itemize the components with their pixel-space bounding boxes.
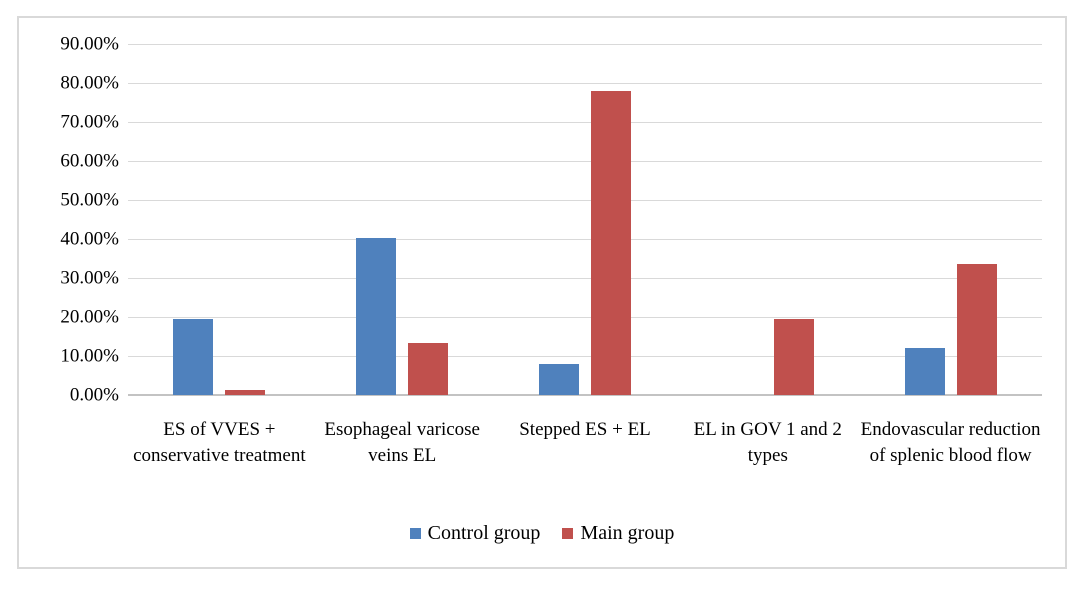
gridline (128, 44, 1042, 45)
chart-legend: Control group Main group (19, 523, 1065, 543)
x-axis-line (128, 394, 1042, 396)
legend-swatch-icon (409, 527, 421, 539)
legend-swatch-icon (562, 527, 574, 539)
gridline (128, 161, 1042, 162)
y-tick-label: 10.00% (60, 345, 119, 367)
gridline (128, 317, 1042, 318)
x-category-label: EL in GOV 1 and 2 types (693, 419, 842, 466)
bar-control-group-endovascular-reduction-of-splenic-blood-flow (904, 348, 945, 395)
y-tick-label: 70.00% (60, 111, 119, 133)
x-category-label: Stepped ES + EL (519, 419, 651, 440)
x-category-label: ES of VVES + conservative treatment (133, 419, 306, 466)
y-tick-label: 90.00% (60, 33, 119, 55)
chart-figure: 0.00% 10.00% 20.00% 30.00% 40.00% 50.00% 60.00… (17, 16, 1067, 569)
gridline (128, 239, 1042, 240)
bar-main-group-esophageal-varicose-veins-el (408, 342, 449, 395)
y-tick-label: 40.00% (60, 228, 119, 250)
gridline (128, 356, 1042, 357)
bar-control-group-es-of-vves-conservative-treatment (173, 318, 214, 395)
gridline (128, 278, 1042, 279)
bar-control-group-stepped-es-el (539, 364, 579, 395)
y-tick-label: 20.00% (60, 306, 119, 328)
bar-main-group-es-of-vves-conservative-treatment (225, 390, 266, 395)
plot-area: 0.00% 10.00% 20.00% 30.00% 40.00% 50.00% 60.00… (60, 35, 1042, 466)
y-tick-label: 30.00% (60, 267, 119, 289)
x-category-label: Esophageal varicose veins EL (324, 419, 480, 466)
gridline (128, 200, 1042, 201)
gridline (128, 83, 1042, 84)
y-tick-label: 0.00% (69, 384, 119, 406)
legend-item-main-group: Main group (562, 523, 674, 543)
x-category-label: Endovascular reduction of splenic blood … (860, 419, 1041, 466)
bar-main-group-endovascular-reduction-of-splenic-blood-flow (956, 263, 997, 395)
bar-main-group-el-in-gov-1-and-2-types (773, 319, 814, 395)
bar-control-group-esophageal-varicose-veins-el (356, 237, 397, 395)
bar-main-group-stepped-es-el (591, 90, 631, 395)
y-tick-label: 60.00% (60, 150, 119, 172)
legend-item-control-group: Control group (409, 522, 541, 544)
y-tick-label: 80.00% (60, 72, 119, 94)
y-tick-label: 50.00% (60, 189, 119, 211)
gridline (128, 122, 1042, 123)
legend-label: Control group (427, 522, 541, 544)
legend-label: Main group (580, 522, 675, 544)
